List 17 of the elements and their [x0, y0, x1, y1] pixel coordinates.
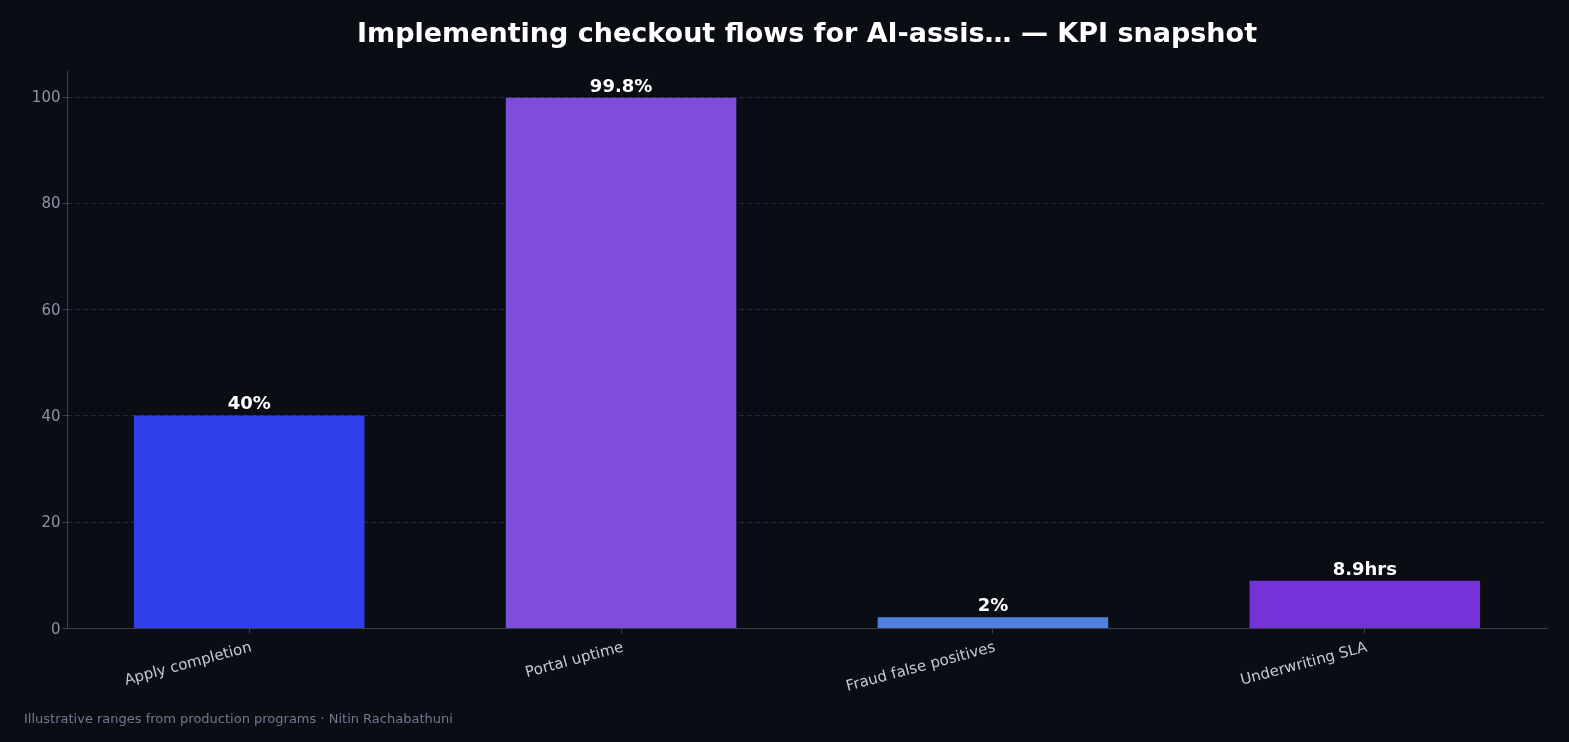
bar [505, 97, 737, 628]
y-tick-label: 100 [31, 88, 61, 107]
bar [1249, 580, 1481, 628]
bar [133, 415, 365, 628]
data-label: 2% [977, 594, 1009, 616]
data-label: 8.9hrs [1332, 557, 1397, 579]
text: Illustrative ranges from production programs · Nitin Rachabathuni [24, 711, 453, 726]
y-tick-label: 40 [41, 406, 61, 425]
y-tick-label: 0 [50, 619, 61, 638]
x-tick-label: Portal uptime [523, 637, 626, 682]
y-tick-label: 80 [41, 194, 61, 213]
y-tick-label: 20 [41, 513, 61, 532]
chart-title: Implementing checkout flows for AI-assis… — KPI snapshot [356, 17, 1258, 48]
data-label: 99.8% [589, 74, 653, 96]
data-label: 40% [227, 392, 271, 414]
bar [877, 617, 1109, 628]
y-tick-label: 60 [41, 300, 61, 319]
